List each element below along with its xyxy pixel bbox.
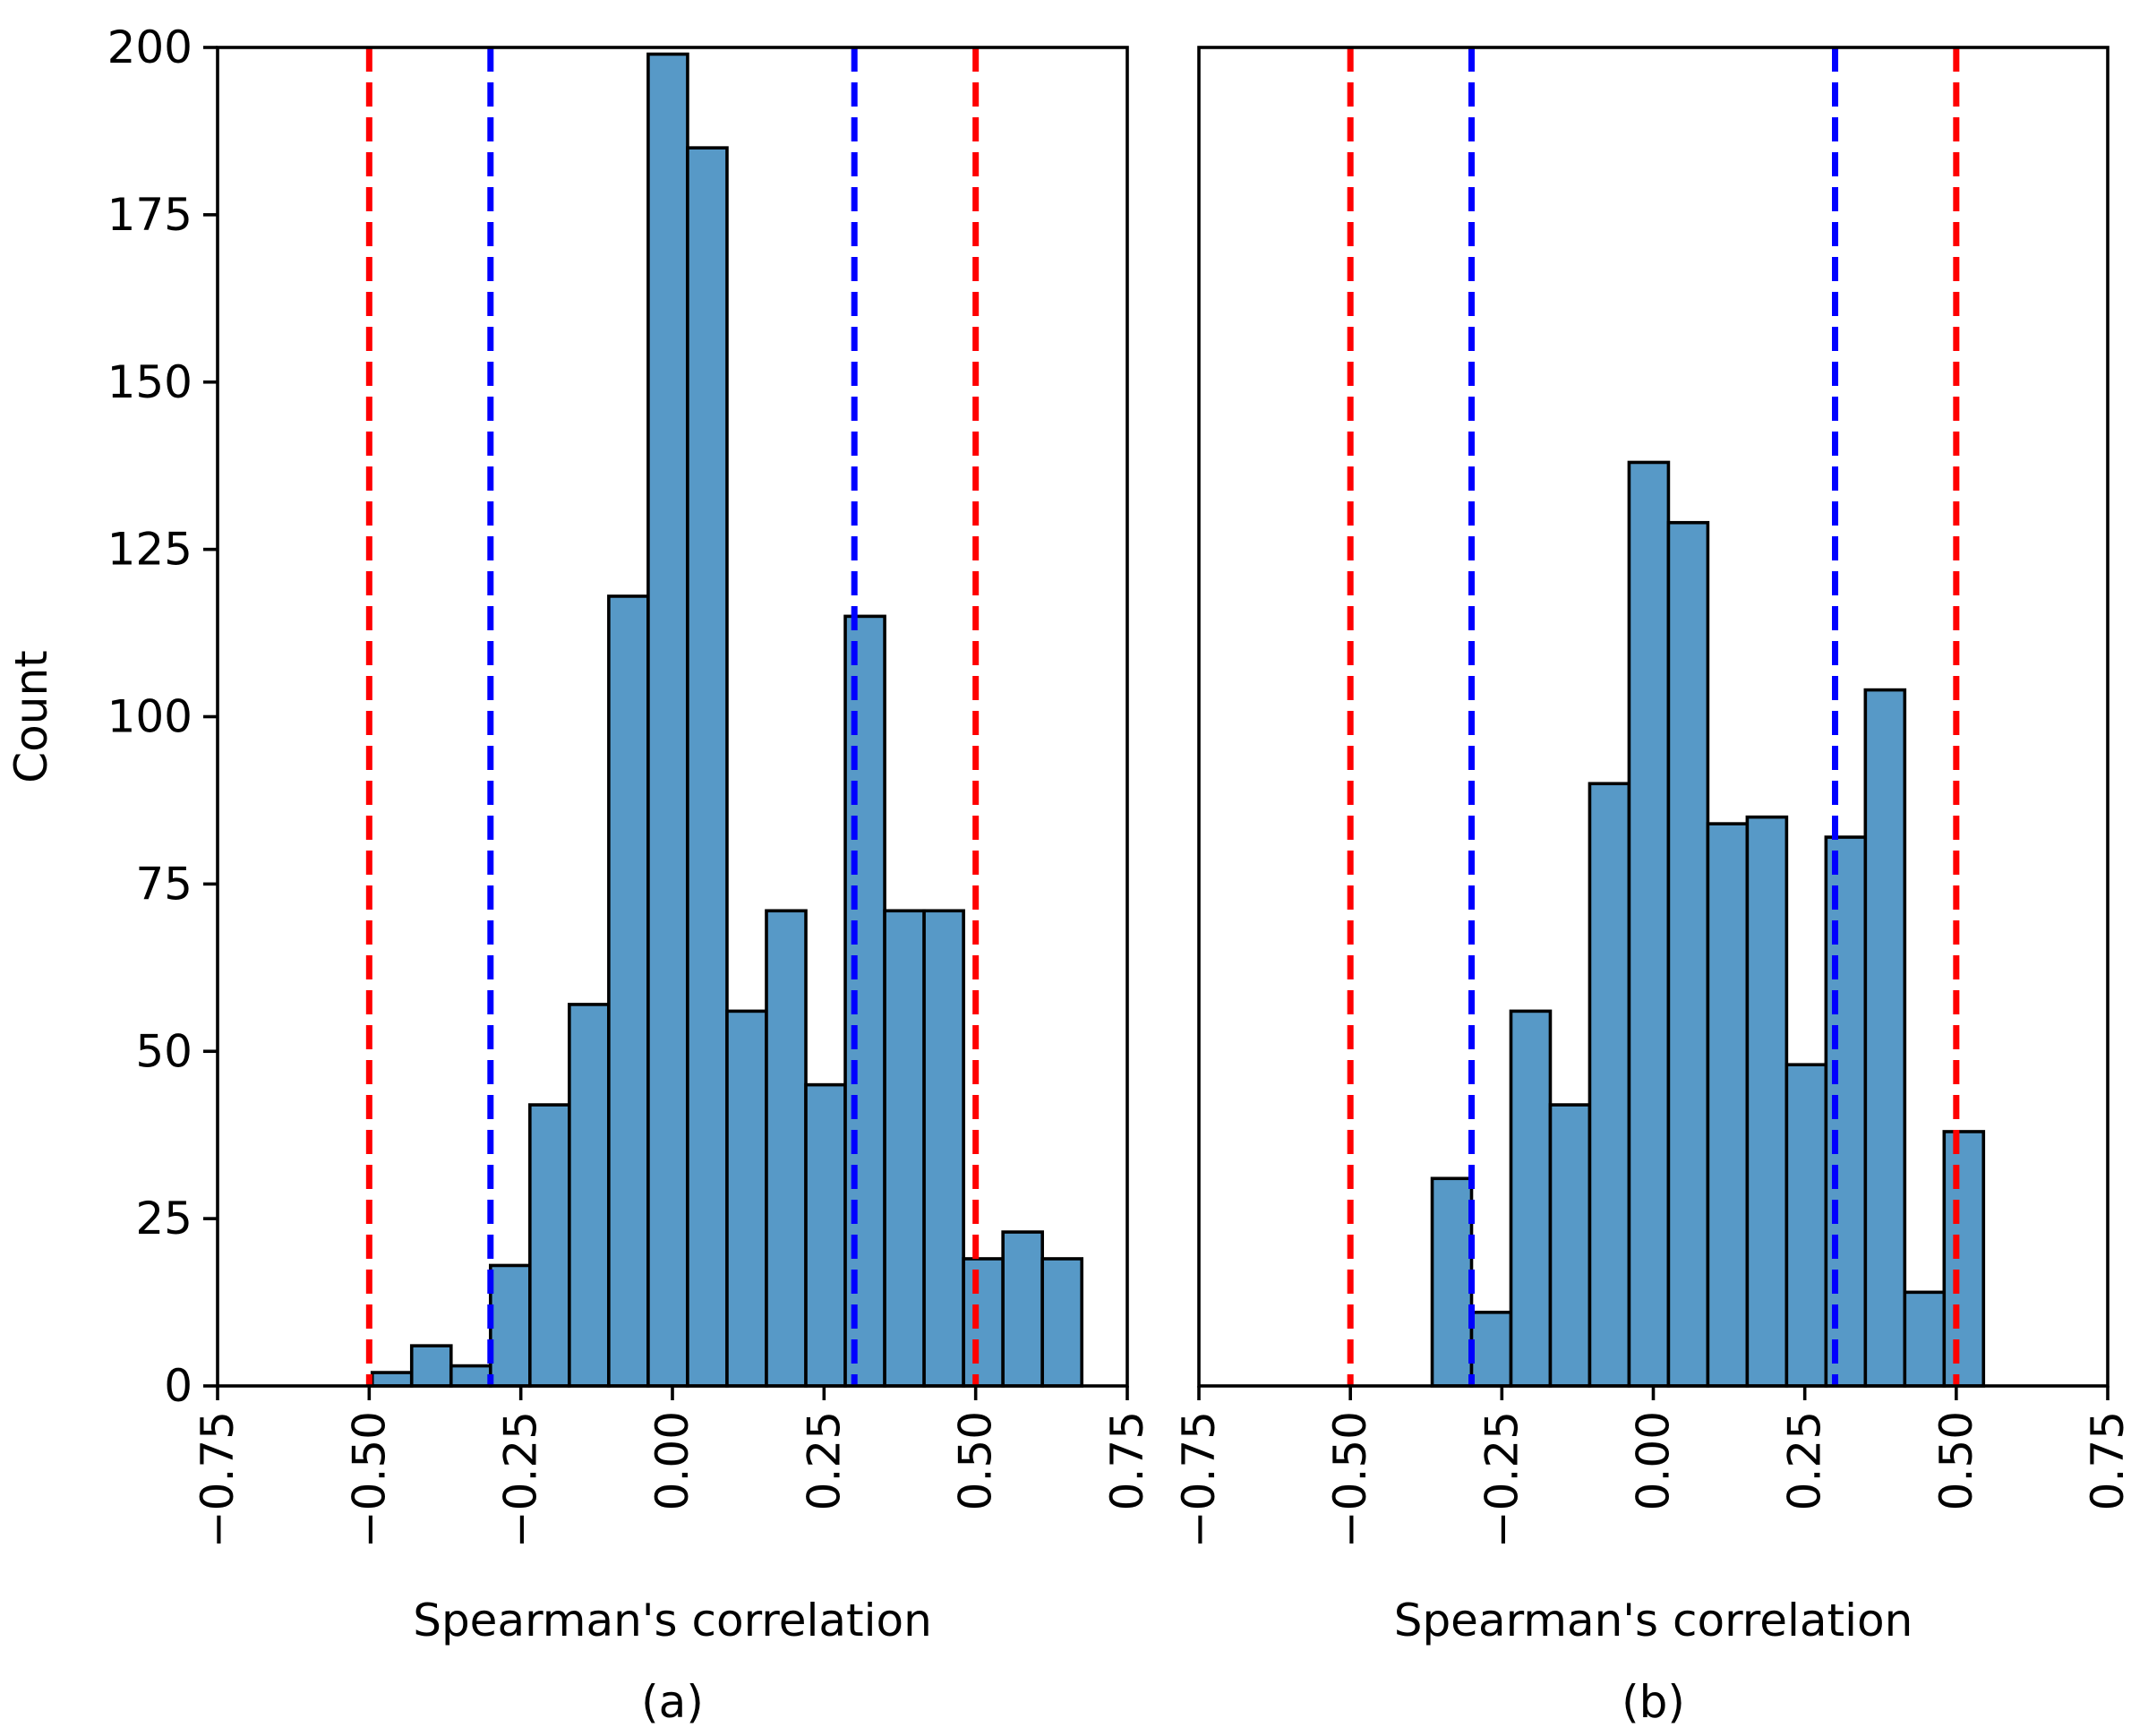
panel-a-bar-17 [1040, 1257, 1084, 1388]
panel-a-y-tick-label-3: 75 [135, 858, 193, 910]
panel-a-x-ticks: −0.75 −0.50 −0.25 0.00 0.25 0.50 0.75 [192, 1386, 1153, 1548]
panel-a-bar-16 [1001, 1230, 1044, 1388]
panel-b-bar-10 [1824, 835, 1868, 1388]
panel-a-bar-8 [686, 146, 729, 1388]
panel-a-bar-10 [765, 909, 808, 1388]
panel-b-bar-4 [1588, 782, 1631, 1388]
panel-b-x-tick-label-5: 0.50 [1930, 1411, 1982, 1510]
panel-b-bar-2 [1509, 1009, 1553, 1388]
panel-a-y-tick-label-1: 25 [135, 1193, 193, 1244]
panel-a-x-tick-label-6: 0.75 [1101, 1411, 1153, 1510]
panel-b-bar-3 [1548, 1103, 1592, 1388]
panel-a-y-tick-label-0: 0 [164, 1360, 193, 1412]
panel-b-bar-1 [1469, 1310, 1513, 1388]
panel-b-bar-12 [1903, 1290, 1947, 1388]
panel-a-y-tick-label-8: 200 [107, 21, 193, 73]
panel-a-bar-9 [725, 1009, 768, 1388]
panel-a-x-tick-label-3: 0.00 [646, 1411, 698, 1510]
panel-b-bars [1430, 460, 1986, 1388]
panel-a-y-tick-label-2: 50 [135, 1025, 193, 1077]
panel-b-x-tick-label-4: 0.25 [1779, 1411, 1831, 1510]
panel-b-x-tick-label-0: −0.75 [1173, 1411, 1225, 1548]
panel-a-bars [370, 52, 1084, 1388]
panel-b-x-tick-label-6: 0.75 [2082, 1411, 2131, 1510]
panel-a-y-tick-label-6: 150 [107, 356, 193, 408]
panel-a-bar-4 [528, 1103, 571, 1388]
panel-a-x-tick-label-4: 0.25 [798, 1411, 850, 1510]
panel-b-x-tick-label-1: −0.50 [1324, 1411, 1376, 1548]
panel-a-x-tick-label-1: −0.50 [343, 1411, 395, 1548]
panel-a-bar-2 [449, 1364, 492, 1388]
panel-b-x-tick-label-3: 0.00 [1628, 1411, 1680, 1510]
panel-a-x-tick-label-0: −0.75 [192, 1411, 244, 1548]
panel-b-bar-8 [1745, 815, 1789, 1388]
panel-a-bar-0 [370, 1371, 414, 1388]
panel-a-bar-5 [568, 1003, 611, 1388]
panel-b-bar-7 [1706, 822, 1750, 1388]
panel-b-x-ticks: −0.75 −0.50 −0.25 0.00 0.25 0.50 0.75 [1173, 1386, 2131, 1548]
panel-a-x-tick-label-2: −0.25 [495, 1411, 547, 1548]
panel-a-bar-13 [883, 909, 926, 1388]
panel-a-bar-3 [488, 1263, 532, 1388]
panel-a-x-tick-label-5: 0.50 [950, 1411, 1002, 1510]
panel-a-bar-12 [843, 614, 886, 1388]
panel-a-bar-6 [607, 594, 650, 1388]
panel-a-bar-7 [646, 52, 689, 1388]
panel-b: −0.75 −0.50 −0.25 0.00 0.25 0.50 0.75 Spearman… [1173, 46, 2131, 1728]
panel-a-bar-14 [922, 909, 965, 1388]
panel-a-y-axis-label: Count [5, 650, 57, 783]
panel-a-bar-15 [962, 1257, 1005, 1388]
panel-a-bar-11 [804, 1082, 847, 1388]
panel-a-y-tick-label-4: 100 [107, 691, 193, 743]
panel-a-y-ticks: 0 25 50 75 100 125 150 175 200 [107, 21, 218, 1412]
panel-a-caption: (a) [641, 1676, 704, 1728]
panel-b-bar-13 [1942, 1130, 1986, 1388]
panel-b-x-axis-label: Spearman's correlation [1394, 1595, 1913, 1646]
panel-a-y-tick-label-5: 125 [107, 524, 193, 576]
panel-b-bar-0 [1430, 1176, 1474, 1388]
panel-a-bar-1 [409, 1344, 453, 1388]
panel-b-x-tick-label-2: −0.25 [1476, 1411, 1528, 1548]
panel-a-x-axis-label: Spearman's correlation [413, 1595, 932, 1646]
panel-b-bar-5 [1627, 460, 1671, 1388]
panel-b-bar-11 [1863, 688, 1907, 1388]
panel-b-caption: (b) [1622, 1676, 1685, 1728]
panel-a-y-tick-label-7: 175 [107, 189, 193, 241]
panel-a: −0.75 −0.50 −0.25 0.00 0.25 0.50 0.75 0 25 50 75 1… [5, 21, 1153, 1728]
panel-b-bar-6 [1666, 520, 1710, 1388]
panel-b-threshold-lines [1347, 47, 1960, 1386]
panel-b-bar-9 [1784, 1063, 1828, 1388]
panel-a-threshold-lines [365, 47, 980, 1386]
